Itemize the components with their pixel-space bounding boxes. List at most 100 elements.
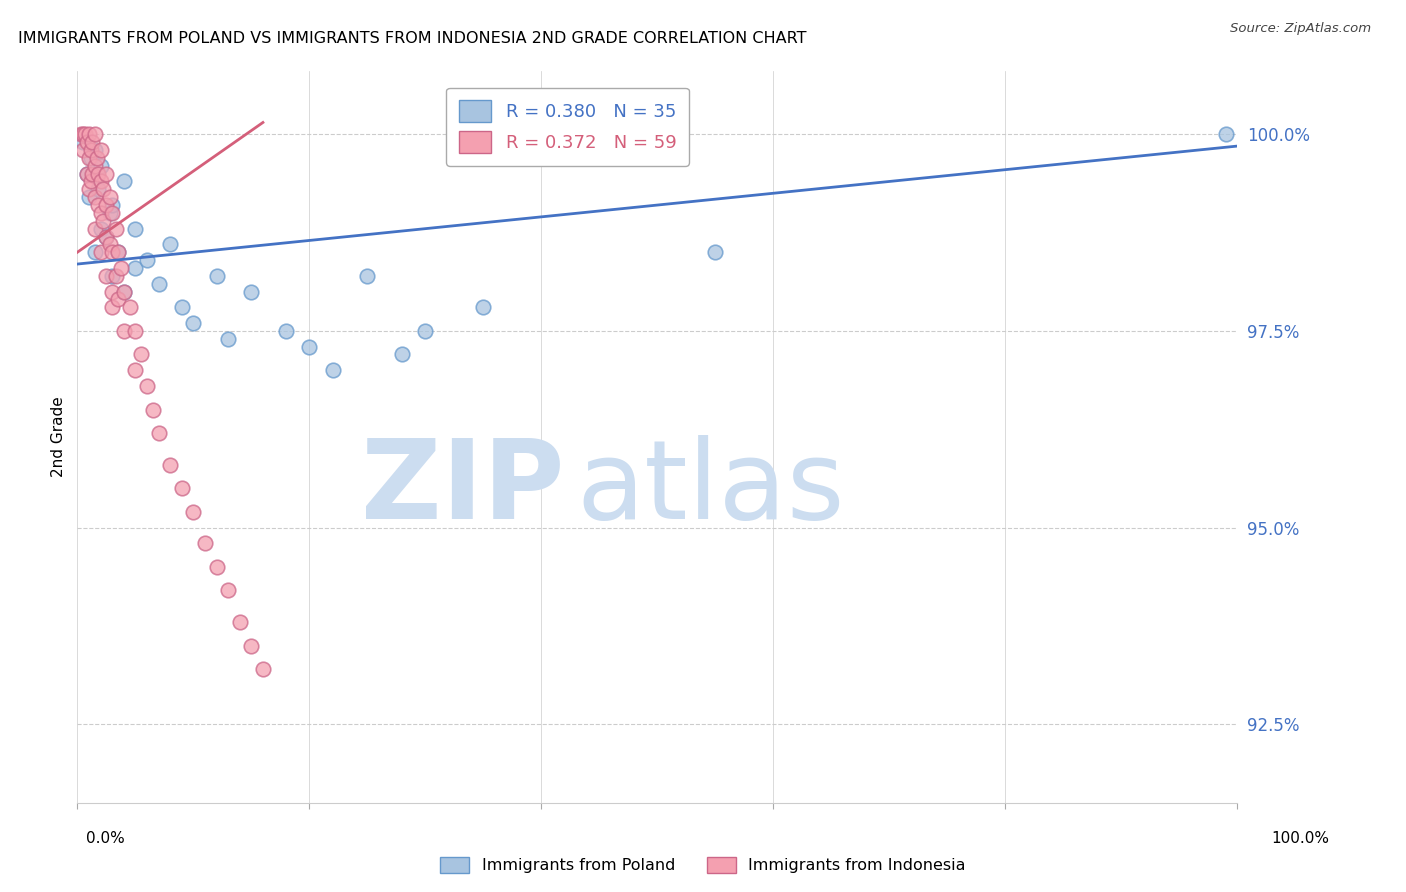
Point <box>83 143 105 157</box>
Point <box>72 128 94 142</box>
Point <box>90 159 111 173</box>
Point <box>240 639 263 653</box>
Point <box>135 253 157 268</box>
Point <box>101 285 124 299</box>
Point <box>298 340 321 354</box>
Point <box>110 260 132 275</box>
Point <box>104 221 127 235</box>
Point <box>1215 128 1237 142</box>
Point <box>76 167 98 181</box>
Point <box>77 151 100 165</box>
Point <box>76 167 98 181</box>
Point <box>77 128 100 142</box>
Point <box>80 151 103 165</box>
Point <box>96 198 118 212</box>
Point <box>413 324 436 338</box>
Point <box>90 143 111 157</box>
Point <box>356 268 378 283</box>
Point <box>112 285 135 299</box>
Point <box>98 237 121 252</box>
Text: 0.0%: 0.0% <box>86 831 125 846</box>
Point <box>118 301 141 315</box>
Point <box>194 536 217 550</box>
Point <box>124 324 146 338</box>
Point <box>98 206 121 220</box>
Point <box>183 505 205 519</box>
Point <box>91 182 114 196</box>
Point <box>90 206 111 220</box>
Point <box>72 143 94 157</box>
Point <box>77 182 100 196</box>
Point <box>69 128 91 142</box>
Point <box>83 159 105 173</box>
Point <box>205 559 228 574</box>
Text: atlas: atlas <box>576 434 845 541</box>
Point <box>80 174 103 188</box>
Point <box>217 583 239 598</box>
Point <box>704 245 727 260</box>
Point <box>107 245 129 260</box>
Point <box>83 190 105 204</box>
Point <box>228 615 252 629</box>
Point <box>240 285 263 299</box>
Text: Source: ZipAtlas.com: Source: ZipAtlas.com <box>1230 22 1371 36</box>
Point <box>101 245 124 260</box>
Point <box>83 245 105 260</box>
Point <box>80 143 103 157</box>
Point <box>391 347 413 361</box>
Point <box>321 363 344 377</box>
Point <box>98 190 121 204</box>
Point <box>101 301 124 315</box>
Point <box>86 151 108 165</box>
Point <box>101 198 124 212</box>
Point <box>170 301 193 315</box>
Point <box>112 174 135 188</box>
Point <box>252 662 274 676</box>
Point <box>148 426 170 441</box>
Point <box>96 229 118 244</box>
Point <box>96 268 118 283</box>
Point <box>104 268 127 283</box>
Point <box>91 214 114 228</box>
Point <box>159 237 181 252</box>
Legend: Immigrants from Poland, Immigrants from Indonesia: Immigrants from Poland, Immigrants from … <box>433 850 973 880</box>
Point <box>87 198 110 212</box>
Point <box>82 167 104 181</box>
Text: IMMIGRANTS FROM POLAND VS IMMIGRANTS FROM INDONESIA 2ND GRADE CORRELATION CHART: IMMIGRANTS FROM POLAND VS IMMIGRANTS FRO… <box>18 31 807 46</box>
Point <box>87 182 110 196</box>
Point <box>96 229 118 244</box>
Point <box>148 277 170 291</box>
Point <box>72 135 94 149</box>
Point <box>205 268 228 283</box>
Point <box>90 245 111 260</box>
Point <box>90 221 111 235</box>
Point <box>170 481 193 495</box>
Point <box>112 285 135 299</box>
Point <box>77 190 100 204</box>
Point <box>129 347 152 361</box>
Point <box>159 458 181 472</box>
Point <box>472 301 495 315</box>
Point <box>76 135 98 149</box>
Point <box>90 174 111 188</box>
Y-axis label: 2nd Grade: 2nd Grade <box>51 397 66 477</box>
Point <box>83 221 105 235</box>
Point <box>101 206 124 220</box>
Point <box>142 402 165 417</box>
Point <box>274 324 298 338</box>
Point <box>107 293 129 307</box>
Point <box>217 332 239 346</box>
Point <box>124 221 146 235</box>
Point <box>124 363 146 377</box>
Point <box>135 379 157 393</box>
Legend: R = 0.380   N = 35, R = 0.372   N = 59: R = 0.380 N = 35, R = 0.372 N = 59 <box>446 87 689 166</box>
Point <box>112 324 135 338</box>
Point <box>107 245 129 260</box>
Point <box>82 135 104 149</box>
Point <box>75 128 97 142</box>
Text: ZIP: ZIP <box>361 434 565 541</box>
Point <box>96 167 118 181</box>
Point <box>83 128 105 142</box>
Point <box>101 268 124 283</box>
Text: 100.0%: 100.0% <box>1271 831 1330 846</box>
